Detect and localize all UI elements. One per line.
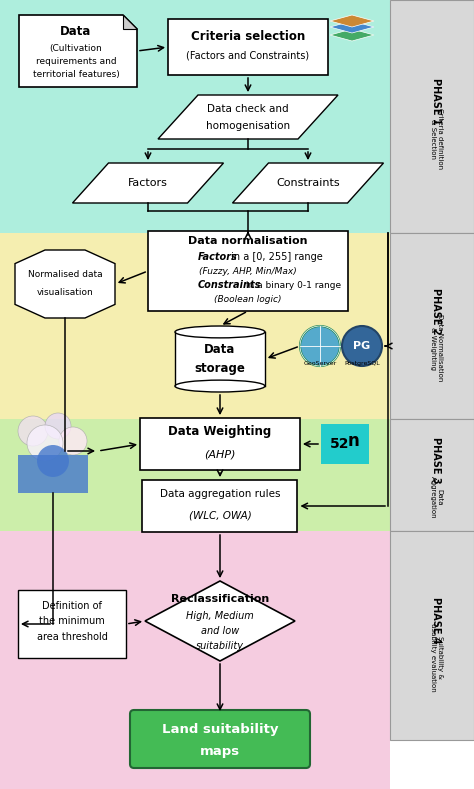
Text: maps: maps [200,745,240,757]
Text: Criteria definition
& Selection: Criteria definition & Selection [430,108,443,169]
Bar [321,424,369,464]
Polygon shape [15,250,115,318]
Bar [390,419,474,531]
Text: requirements and: requirements and [36,57,116,65]
Polygon shape [158,95,338,139]
Bar [148,231,348,311]
Text: Data aggregation rules: Data aggregation rules [160,489,280,499]
Text: in a [0, 255] range: in a [0, 255] range [228,252,323,262]
Polygon shape [123,15,137,29]
Text: Data: Data [204,342,236,356]
Bar [0,531,390,789]
Bar [0,233,390,419]
Bar [0,0,390,233]
Text: GeoServer: GeoServer [303,361,337,365]
Text: (Factors and Constraints): (Factors and Constraints) [186,50,310,60]
Text: Data Normalisation
& Weighting: Data Normalisation & Weighting [430,314,443,382]
Text: Definition of: Definition of [42,601,102,611]
Text: PG: PG [354,341,371,351]
Text: PHASE 1: PHASE 1 [431,78,441,125]
Text: homogenisation: homogenisation [206,121,290,131]
Circle shape [37,445,69,477]
Text: Constraints: Constraints [276,178,340,188]
Ellipse shape [175,380,265,392]
Circle shape [342,326,382,366]
Polygon shape [145,581,295,661]
Text: Constraints: Constraints [198,280,261,290]
Circle shape [300,326,340,366]
Text: Data
Aggregation: Data Aggregation [430,476,443,518]
Text: in a binary 0-1 range: in a binary 0-1 range [243,281,341,290]
Bar [18,590,126,658]
Text: 52: 52 [330,437,350,451]
Text: (AHP): (AHP) [204,449,236,459]
Text: High, Medium: High, Medium [186,611,254,621]
Circle shape [59,427,87,455]
Text: n: n [348,432,360,450]
Bar [390,0,474,233]
Circle shape [18,416,48,446]
Polygon shape [330,21,374,33]
Text: (WLC, OWA): (WLC, OWA) [189,511,251,521]
Circle shape [27,425,63,461]
Circle shape [45,413,71,439]
Text: the minimum: the minimum [39,616,105,626]
Bar [390,233,474,419]
Text: territorial features): territorial features) [33,69,119,78]
Ellipse shape [175,326,265,338]
Text: Data check and: Data check and [207,104,289,114]
FancyBboxPatch shape [130,710,310,768]
Bar [140,418,300,470]
Bar [390,531,474,740]
Text: Normalised data: Normalised data [27,270,102,279]
Text: Reclassification: Reclassification [171,594,269,604]
Bar [18,455,88,493]
Text: PHASE 3: PHASE 3 [431,436,441,484]
Polygon shape [73,163,224,203]
Text: Factors: Factors [198,252,238,262]
Bar [0,419,390,531]
Text: Data Weighting: Data Weighting [168,424,272,437]
Text: Data normalisation: Data normalisation [188,236,308,246]
Bar [168,19,328,75]
Text: visualisation: visualisation [36,287,93,297]
Text: Suitability &
usability evaluation: Suitability & usability evaluation [430,623,443,692]
Text: area threshold: area threshold [36,632,108,642]
Bar [143,480,298,532]
Polygon shape [330,29,374,41]
Polygon shape [330,15,374,27]
Text: Data: Data [60,24,91,38]
Text: Criteria selection: Criteria selection [191,29,305,43]
Text: storage: storage [194,361,246,375]
Text: Factors: Factors [128,178,168,188]
Text: PHASE 2: PHASE 2 [431,288,441,335]
Polygon shape [233,163,383,203]
Text: and low: and low [201,626,239,636]
Bar [175,332,265,386]
Text: PostgreSQL: PostgreSQL [344,361,380,365]
Text: suitability: suitability [196,641,244,651]
Text: (Fuzzy, AHP, Min/Max): (Fuzzy, AHP, Min/Max) [199,267,297,275]
Text: (Boolean logic): (Boolean logic) [214,294,282,304]
Text: PHASE 4: PHASE 4 [431,597,441,644]
Text: (Cultivation: (Cultivation [50,43,102,53]
Polygon shape [19,15,137,87]
Text: Land suitability: Land suitability [162,723,278,735]
